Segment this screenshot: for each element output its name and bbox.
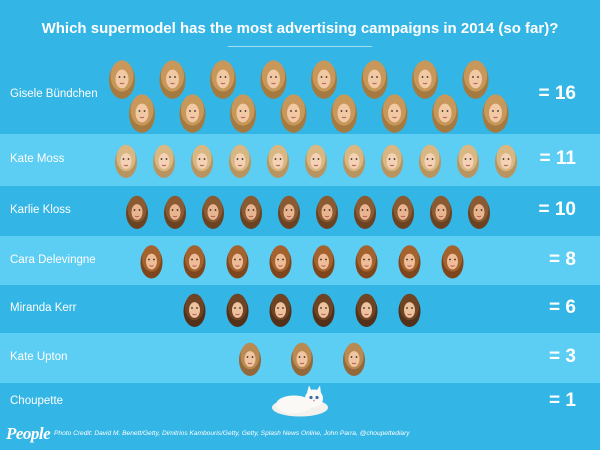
face-icon [109,60,135,99]
face-icon [115,144,137,178]
face-icon [343,342,365,376]
chart-title: Which supermodel has the most advertisin… [41,20,559,37]
face-icon [140,245,163,279]
face-icon [392,195,414,229]
face-icon [226,245,249,279]
face-icon [355,245,378,279]
face-icon [159,60,186,99]
face-icon [419,144,441,178]
face-icon [267,144,289,178]
face-icon [164,195,186,229]
face-icon [210,60,236,99]
icons-3 [140,245,464,279]
icons-5 [239,342,365,376]
face-icon [441,245,464,279]
face-icon [226,293,249,327]
people-logo: People [6,424,51,443]
row-value: = 6 [549,297,576,318]
row-value: = 1 [549,389,576,411]
face-icon [354,195,376,229]
face-icon [312,293,335,327]
cat-icon [272,385,328,417]
face-icon [495,144,517,178]
face-icon [240,195,262,229]
row-value: = 8 [549,248,576,270]
row-value: = 3 [549,346,576,367]
face-icon [153,144,175,178]
face-icon [239,342,261,376]
icons-0 [109,60,509,133]
face-icon [412,60,438,99]
face-icon [343,144,365,178]
face-icon [229,144,251,178]
row-choupette: Choupette = 1 [0,383,600,420]
row-cara-delevingne: Cara Delevingne = 8 [0,236,600,285]
row-miranda-kerr: Miranda Kerr = 6 [0,285,600,333]
face-icon [432,94,458,133]
face-icon [430,195,452,229]
row-label: Gisele Bündchen [10,88,98,100]
face-icon [126,195,148,229]
face-icon [291,342,313,376]
face-icon [269,293,292,327]
row-gisele-b-ndchen: Gisele Bündchen = 16 [0,56,600,134]
face-icon [129,94,155,133]
row-label: Karlie Kloss [10,204,71,216]
row-kate-moss: Kate Moss = 11 [0,134,600,186]
face-icon [462,60,489,99]
face-icon [269,245,292,279]
face-icon [398,293,421,327]
row-kate-upton: Kate Upton = 3 [0,333,600,383]
face-icon [316,195,338,229]
row-label: Kate Moss [10,153,65,165]
row-value: = 10 [538,199,576,220]
icons-6 [272,385,328,417]
face-icon [280,94,307,133]
face-icon [381,144,403,178]
face-icon [191,144,213,178]
face-icon [230,94,256,133]
row-value: = 11 [539,148,576,169]
icons-1 [115,144,517,178]
title-divider [228,46,372,47]
face-icon [398,245,421,279]
photo-credit: Photo Credit: David M. Benett/Getty, Dim… [54,430,410,437]
face-icon [381,94,408,133]
icons-2 [126,195,490,229]
face-icon [202,195,224,229]
row-value: = 16 [538,83,576,104]
face-icon [183,245,206,279]
icons-4 [183,293,421,327]
row-karlie-kloss: Karlie Kloss = 10 [0,186,600,236]
face-icon [311,60,337,99]
face-icon [468,195,490,229]
face-icon [305,144,327,178]
row-label: Cara Delevingne [10,253,96,266]
face-icon [278,195,300,229]
face-icon [482,94,509,133]
face-icon [260,60,287,99]
face-icon [355,293,378,327]
face-icon [361,60,388,99]
row-label: Choupette [10,394,64,407]
face-icon [183,293,206,327]
face-icon [331,94,357,133]
footer: People Photo Credit: David M. Benett/Get… [0,420,600,450]
face-icon [179,94,206,133]
face-icon [457,144,479,178]
face-icon [312,245,335,279]
row-label: Miranda Kerr [10,302,77,314]
row-label: Kate Upton [10,351,68,363]
